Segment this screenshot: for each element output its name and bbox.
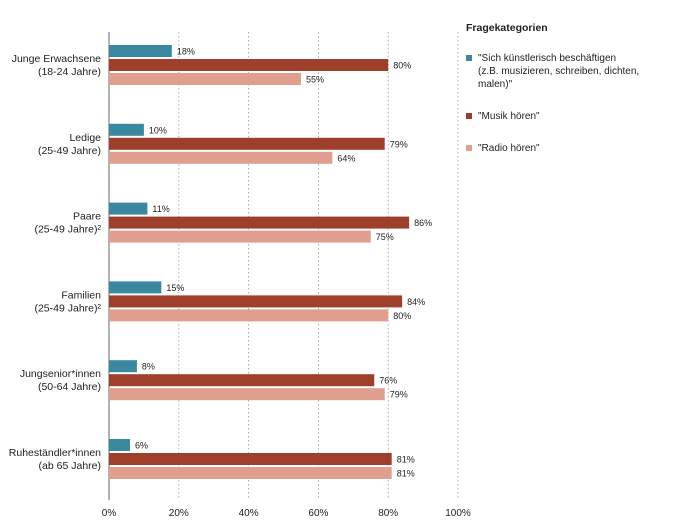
bar (109, 59, 389, 71)
data-label: 8% (142, 362, 155, 372)
legend-swatch (466, 55, 472, 61)
data-label: 81% (397, 455, 415, 465)
x-tick-label: 60% (308, 508, 328, 519)
legend-item: "Musik hören" (466, 110, 671, 123)
category-label: Jungsenior*innen (50-64 Jahre) (20, 368, 101, 393)
data-label: 80% (393, 61, 411, 71)
category-label: Ledige (25-49 Jahre) (38, 132, 101, 157)
legend-swatch (466, 113, 472, 119)
data-label: 11% (152, 204, 169, 214)
legend-title: Fragekategorien (466, 22, 548, 34)
data-label: 80% (393, 311, 411, 321)
legend-item: "Radio hören" (466, 142, 671, 155)
x-tick-label: 20% (169, 508, 189, 519)
data-label: 64% (337, 153, 355, 163)
bar (109, 360, 137, 373)
legend-label: "Radio hören" (478, 143, 540, 154)
bar (109, 45, 172, 57)
bar (109, 281, 162, 294)
bar (109, 374, 375, 387)
legend-label: "Sich künstlerisch beschäftigen (z.B. mu… (478, 53, 640, 90)
category-label: Junge Erwachsene (18-24 Jahre) (12, 53, 101, 78)
bar (109, 295, 403, 308)
data-label: 6% (135, 441, 148, 451)
bar (109, 137, 385, 150)
x-tick-label: 40% (239, 508, 259, 519)
data-label: 81% (397, 469, 415, 479)
x-tick-label: 100% (445, 508, 471, 519)
data-label: 15% (166, 283, 184, 293)
legend-swatch (466, 145, 472, 151)
data-label: 18% (177, 47, 195, 57)
bar (109, 309, 389, 322)
legend-item: "Sich künstlerisch beschäftigen (z.B. mu… (466, 52, 671, 91)
bar (109, 439, 130, 451)
data-label: 86% (414, 218, 432, 228)
data-label: 79% (390, 139, 408, 149)
data-label: 10% (149, 125, 167, 135)
legend-label: "Musik hören" (478, 111, 540, 122)
x-tick-label: 0% (102, 508, 117, 519)
legend: Fragekategorien "Sich künstlerisch besch… (466, 22, 671, 174)
bar (109, 453, 392, 465)
bar (109, 388, 385, 401)
bar (109, 467, 392, 479)
data-label: 55% (306, 75, 324, 85)
data-label: 79% (390, 390, 408, 400)
data-label: 84% (407, 297, 425, 307)
category-label: Familien (25-49 Jahre)² (34, 289, 101, 314)
data-label: 76% (379, 376, 397, 386)
bar (109, 216, 410, 229)
bar (109, 123, 144, 136)
bar (109, 151, 333, 164)
category-label: Ruheständler*innen (ab 65 Jahre) (9, 447, 101, 472)
data-label: 75% (376, 232, 394, 242)
category-label: Paare (25-49 Jahre)² (34, 211, 101, 236)
bar (109, 230, 371, 243)
x-tick-label: 80% (378, 508, 398, 519)
bar (109, 202, 148, 215)
bar (109, 73, 301, 85)
